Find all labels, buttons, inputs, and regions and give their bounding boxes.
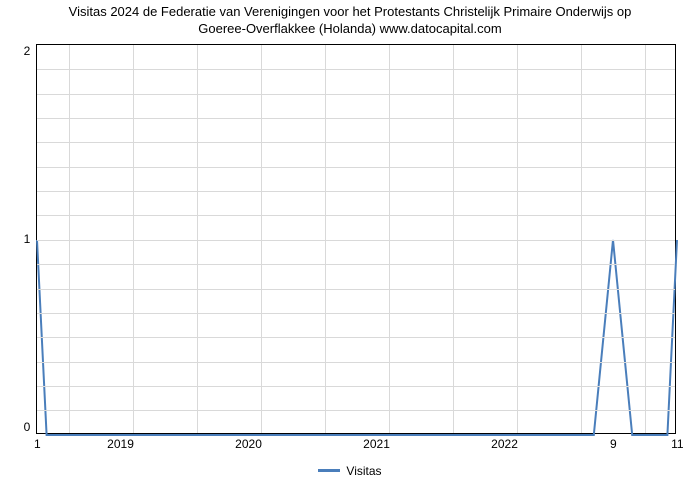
legend-label: Visitas — [346, 464, 381, 478]
grid-v — [197, 45, 198, 433]
legend: Visitas — [318, 464, 381, 478]
grid-h-minor — [37, 410, 675, 411]
x-tick-label: 9 — [610, 437, 617, 451]
grid-h-minor — [37, 362, 675, 363]
grid-h — [37, 240, 675, 241]
title-line-2: Goeree-Overflakkee (Holanda) www.datocap… — [198, 21, 501, 36]
x-tick-label: 11 — [671, 437, 683, 451]
grid-h-minor — [37, 313, 675, 314]
grid-v — [389, 45, 390, 433]
y-tick-label: 2 — [24, 44, 31, 58]
grid-v — [261, 45, 262, 433]
grid-h — [37, 386, 675, 387]
grid-h — [37, 142, 675, 143]
grid-v — [453, 45, 454, 433]
grid-v — [325, 45, 326, 433]
grid-v — [581, 45, 582, 433]
grid-h — [37, 94, 675, 95]
grid-h — [37, 191, 675, 192]
x-tick-year: 2019 — [107, 437, 134, 451]
x-tick-year: 2022 — [491, 437, 518, 451]
grid-h-minor — [37, 69, 675, 70]
x-tick-label: 1 — [34, 437, 41, 451]
chart-wrap: 2 1 0 19112019202020212022 — [24, 44, 677, 434]
grid-h-minor — [37, 215, 675, 216]
y-axis: 2 1 0 — [24, 44, 37, 434]
grid-v — [133, 45, 134, 433]
grid-h-minor — [37, 167, 675, 168]
x-tick-year: 2020 — [235, 437, 262, 451]
legend-swatch — [318, 469, 340, 472]
chart-title: Visitas 2024 de Federatie van Vereniging… — [69, 4, 632, 38]
x-tick-year: 2021 — [363, 437, 390, 451]
grid-v — [645, 45, 646, 433]
grid-v — [517, 45, 518, 433]
grid-v — [69, 45, 70, 433]
grid-h — [37, 337, 675, 338]
grid-h — [37, 289, 675, 290]
grid-h-minor — [37, 118, 675, 119]
y-tick-label: 0 — [24, 420, 31, 434]
y-tick-label: 1 — [24, 232, 31, 246]
plot-area: 19112019202020212022 — [36, 44, 676, 434]
title-line-1: Visitas 2024 de Federatie van Vereniging… — [69, 4, 632, 19]
grid-h-minor — [37, 264, 675, 265]
